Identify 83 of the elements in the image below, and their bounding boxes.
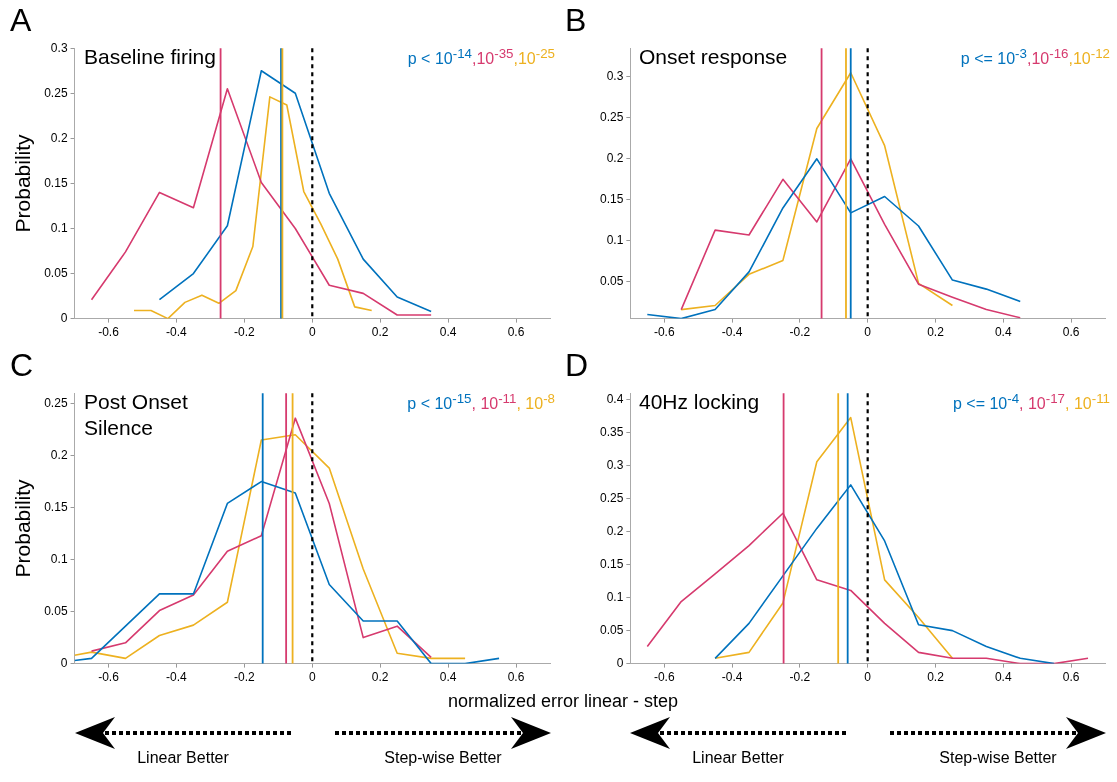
x-tick-label: -0.6 — [98, 325, 120, 340]
x-tick-label: 0.6 — [1062, 670, 1080, 685]
y-tick-label: 0.05 — [44, 603, 68, 618]
text: Step-wise Better — [383, 749, 503, 767]
text: Linear Better — [136, 749, 230, 767]
x-tick-label: 0.2 — [371, 325, 389, 340]
annotation: , 10$^{-11}$ — [1065, 391, 1110, 413]
y-axis-title: Probability — [11, 478, 35, 578]
x-tick-label: -0.4 — [166, 325, 188, 340]
annotation: p <= 10$^{-4}$ — [952, 391, 1020, 413]
x-tick-label: 0 — [308, 670, 316, 685]
y-tick-label: 0.05 — [600, 274, 624, 289]
y-tick-label: 0.3 — [50, 40, 68, 55]
y-tick-label: 0.15 — [44, 499, 68, 514]
x-tick-label: 0.4 — [439, 670, 457, 685]
x-tick-label: -0.2 — [234, 670, 256, 685]
y-tick-label: 0.1 — [50, 220, 68, 235]
y-tick-label: 0.3 — [606, 69, 624, 84]
annotation: , 10$^{-17}$ — [1019, 391, 1066, 413]
chart-title: C — [10, 347, 34, 384]
y-tick-label: 0.2 — [606, 151, 624, 166]
x-tick-label: 0.4 — [439, 325, 457, 340]
x-tick-label: 0 — [864, 325, 872, 340]
x-tick-label: 0.4 — [994, 325, 1012, 340]
y-tick-label: 0.1 — [606, 233, 624, 248]
chart-title: D — [565, 347, 589, 384]
x-tick-label: 0.2 — [927, 325, 945, 340]
x-axis-title: normalized error linear - step — [446, 691, 680, 712]
y-tick-label: 0.2 — [50, 447, 68, 462]
annotation: , 10$^{-11}$ — [471, 391, 517, 413]
annotation: , 10$^{-8}$ — [516, 391, 555, 413]
y-tick-label: 0.05 — [600, 622, 624, 637]
x-tick-label: -0.4 — [166, 670, 188, 685]
x-tick-label: 0.2 — [927, 670, 945, 685]
chart-title: B — [565, 2, 587, 39]
y-tick-label: 0.15 — [600, 192, 624, 207]
annotation: ,10$^{-12}$ — [1068, 46, 1110, 68]
x-tick-label: 0.6 — [1062, 325, 1080, 340]
x-tick-label: 0.2 — [371, 670, 389, 685]
x-tick-label: -0.6 — [653, 325, 675, 340]
y-tick-label: 0.35 — [600, 425, 624, 440]
y-tick-label: 0 — [60, 655, 68, 670]
x-tick-label: -0.2 — [789, 325, 811, 340]
annotation: ,10$^{-25}$ — [513, 46, 555, 68]
text: Step-wise Better — [938, 749, 1058, 767]
y-tick-label: 0.1 — [50, 551, 68, 566]
y-tick-label: 0.15 — [600, 556, 624, 571]
y-tick-label: 0.25 — [600, 491, 624, 506]
chart-subtitle: 40Hz locking — [639, 389, 761, 415]
x-tick-label: 0.6 — [507, 670, 525, 685]
x-tick-label: -0.4 — [721, 670, 743, 685]
x-tick-label: 0 — [864, 670, 872, 685]
text: Post Onset Silence — [84, 389, 189, 441]
y-tick-label: 0.2 — [606, 524, 624, 539]
y-tick-label: 0.2 — [50, 130, 68, 145]
x-tick-label: 0.6 — [507, 325, 525, 340]
x-tick-label: -0.6 — [98, 670, 120, 685]
y-tick-label: 0.1 — [606, 589, 624, 604]
y-tick-label: 0.25 — [44, 85, 68, 100]
chart-subtitle: Baseline firing — [84, 44, 217, 70]
annotation: ,10$^{-35}$ — [471, 46, 514, 68]
y-tick-label: 0 — [616, 655, 624, 670]
x-tick-label: 0.4 — [994, 670, 1012, 685]
y-tick-label: 0.25 — [600, 110, 624, 125]
y-tick-label: 0.15 — [44, 175, 68, 190]
x-tick-label: -0.6 — [653, 670, 675, 685]
y-tick-label: 0.4 — [606, 392, 624, 407]
annotation: p < 10$^{-15}$ — [407, 391, 472, 413]
y-tick-label: 0.05 — [44, 265, 68, 280]
x-tick-label: -0.4 — [721, 325, 743, 340]
y-tick-label: 0.3 — [606, 458, 624, 473]
y-axis-title: Probability — [11, 133, 35, 233]
text: Linear Better — [691, 749, 785, 767]
annotation: p <= 10$^{-3}$ — [960, 46, 1027, 68]
chart-title: A — [10, 2, 32, 39]
x-tick-label: -0.2 — [234, 325, 256, 340]
y-tick-label: 0.25 — [44, 395, 68, 410]
chart-subtitle: Onset response — [639, 44, 789, 70]
annotation: ,10$^{-16}$ — [1026, 46, 1069, 68]
x-tick-label: 0 — [308, 325, 316, 340]
x-tick-label: -0.2 — [789, 670, 811, 685]
y-tick-label: 0 — [60, 310, 68, 325]
annotation: p < 10$^{-14}$ — [407, 46, 472, 68]
